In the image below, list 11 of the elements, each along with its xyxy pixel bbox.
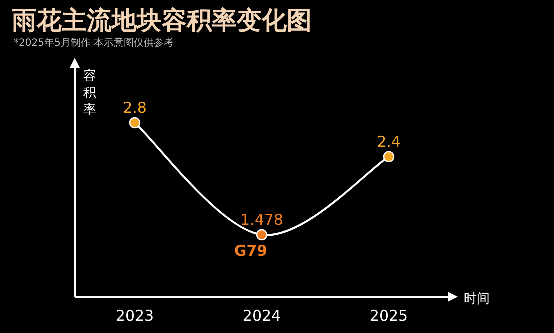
data-label: 1.478 xyxy=(240,211,284,229)
chart-title: 雨花主流地块容积率变化图 xyxy=(11,6,312,35)
data-label: 2.4 xyxy=(377,132,401,151)
x-tick-label: 2024 xyxy=(242,307,282,325)
annotation: G79 xyxy=(234,242,268,260)
x-axis-title: 时间 xyxy=(464,292,490,307)
y-axis-title: 容积率 xyxy=(84,68,96,118)
x-tick-label: 2023 xyxy=(116,307,154,325)
data-label: 2.8 xyxy=(123,99,147,117)
chart-subtitle: *2025年5月制作 本示意图仅供参考 xyxy=(14,37,174,49)
x-tick-label: 2025 xyxy=(370,307,408,325)
